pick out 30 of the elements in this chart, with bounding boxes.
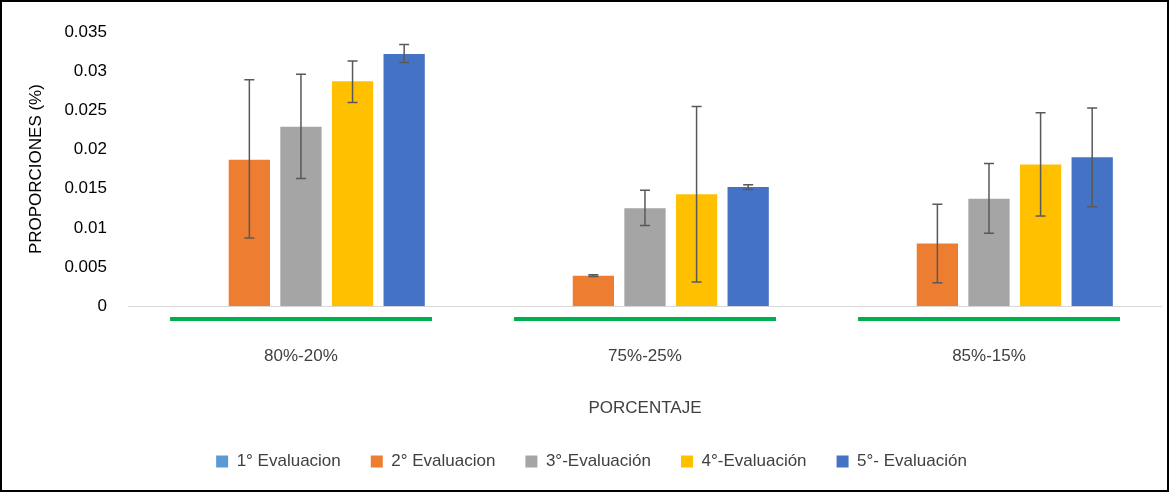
bar <box>727 187 769 307</box>
bar <box>968 198 1010 307</box>
legend-label: 5°- Evaluación <box>857 451 967 471</box>
y-tick-label: 0.025 <box>64 100 107 120</box>
bar <box>572 275 615 307</box>
bar <box>383 53 425 307</box>
y-tick-label: 0 <box>97 295 107 315</box>
legend-label: 4°-Evaluación <box>701 451 807 471</box>
legend-label: 1° Evaluacion <box>236 451 341 471</box>
y-tick-label: 0.015 <box>64 178 107 198</box>
bar <box>1071 157 1113 307</box>
y-tick-label: 0.005 <box>64 256 107 276</box>
x-tick-label: 80%-20% <box>264 346 338 366</box>
bar <box>1019 164 1062 307</box>
bar <box>280 126 322 307</box>
bar <box>228 159 270 307</box>
x-axis-title: PORCENTAJE <box>588 398 702 418</box>
x-tick-label: 85%-15% <box>952 346 1026 366</box>
bar <box>624 208 666 307</box>
x-tick-label: 75%-25% <box>608 346 682 366</box>
bar <box>675 194 718 307</box>
y-tick-label: 0.02 <box>73 139 107 159</box>
legend-label: 3°-Evaluación <box>545 451 651 471</box>
legend-label: 2° Evaluacion <box>391 451 496 471</box>
y-tick-label: 0.03 <box>73 60 107 80</box>
y-axis-title: PROPORCIONES (%) <box>25 84 45 255</box>
bar <box>916 243 959 307</box>
y-tick-label: 0.01 <box>73 217 107 237</box>
bar <box>331 81 374 307</box>
y-tick-label: 0.035 <box>64 21 107 41</box>
